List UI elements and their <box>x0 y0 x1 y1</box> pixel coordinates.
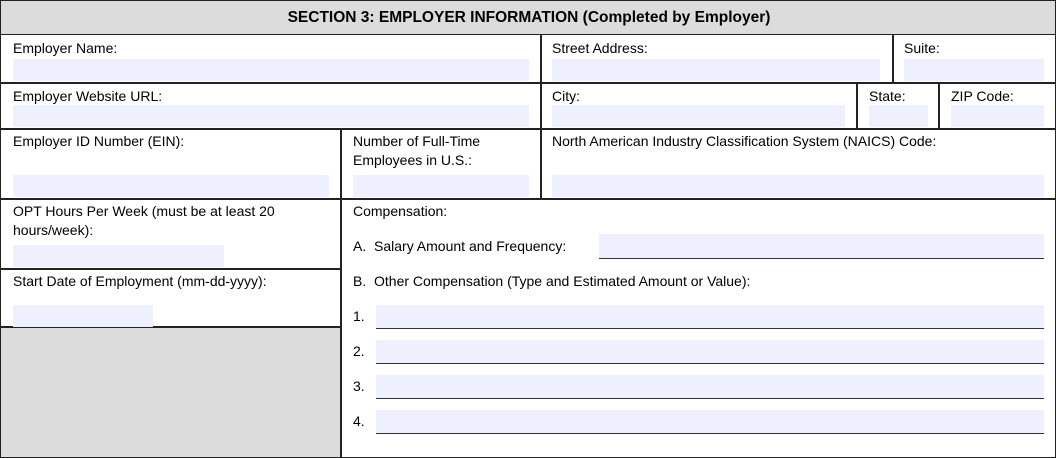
opt-hours-label-1: OPT Hours Per Week (must be at least 20 <box>13 203 275 219</box>
employer-name-label: Employer Name: <box>13 40 118 56</box>
suite-input[interactable] <box>904 59 1044 81</box>
other-item-number: 3. <box>353 378 365 394</box>
ein-input[interactable] <box>13 175 329 197</box>
website-url-input[interactable] <box>13 105 529 127</box>
website-url-label: Employer Website URL: <box>13 88 163 104</box>
divider <box>1 198 1055 200</box>
state-label: State: <box>869 88 906 104</box>
num-employees-label-1: Number of Full-Time <box>353 133 481 149</box>
salary-label: A. Salary Amount and Frequency: <box>353 238 567 254</box>
compensation-label: Compensation: <box>353 203 448 219</box>
divider <box>892 35 894 83</box>
divider <box>1 128 1055 130</box>
other-item-number: 2. <box>353 343 365 359</box>
opt-hours-label-2: hours/week): <box>13 222 94 238</box>
city-label: City: <box>552 88 580 104</box>
other-compensation-label: B. Other Compensation (Type and Estimate… <box>353 273 751 289</box>
divider <box>540 35 542 199</box>
opt-hours-input[interactable] <box>13 245 224 267</box>
divider <box>938 83 940 129</box>
divider <box>1 326 341 328</box>
other-compensation-input-2[interactable] <box>376 340 1044 364</box>
ein-label: Employer ID Number (EIN): <box>13 133 185 149</box>
naics-input[interactable] <box>552 175 1044 197</box>
naics-label: North American Industry Classification S… <box>552 133 937 149</box>
zip-input[interactable] <box>951 105 1044 127</box>
num-employees-label-2: Employees in U.S.: <box>353 152 473 168</box>
divider <box>856 83 858 129</box>
section-title: SECTION 3: EMPLOYER INFORMATION (Complet… <box>1 1 1055 35</box>
other-compensation-input-1[interactable] <box>376 305 1044 329</box>
other-compensation-input-4[interactable] <box>376 410 1044 434</box>
salary-input[interactable] <box>599 234 1044 259</box>
start-date-input[interactable] <box>13 305 153 327</box>
start-date-label: Start Date of Employment (mm-dd-yyyy): <box>13 273 267 289</box>
suite-label: Suite: <box>904 40 940 56</box>
divider <box>1 268 341 270</box>
employer-name-input[interactable] <box>13 59 529 81</box>
other-item-number: 4. <box>353 413 365 429</box>
divider <box>1 82 1055 84</box>
divider <box>340 129 342 457</box>
state-input[interactable] <box>869 105 928 127</box>
num-employees-input[interactable] <box>353 175 529 197</box>
other-compensation-input-3[interactable] <box>376 375 1044 399</box>
other-item-number: 1. <box>353 308 365 324</box>
zip-label: ZIP Code: <box>951 88 1014 104</box>
street-address-input[interactable] <box>552 59 880 81</box>
gray-block <box>1 328 340 457</box>
city-input[interactable] <box>552 105 845 127</box>
street-address-label: Street Address: <box>552 40 648 56</box>
